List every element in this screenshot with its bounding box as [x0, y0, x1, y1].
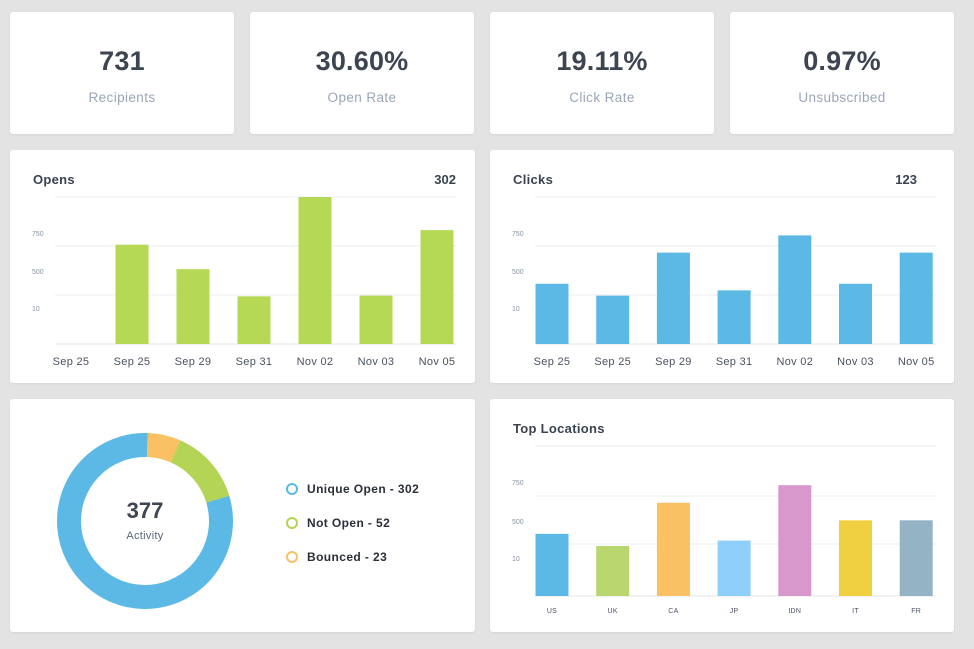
- bar: [717, 540, 751, 596]
- bar: [237, 296, 271, 344]
- bar: [656, 252, 690, 344]
- y-tick-label: 750: [32, 231, 44, 238]
- legend-label-not-open: Not Open - 52: [307, 516, 391, 530]
- bar: [899, 520, 933, 596]
- bar: [596, 546, 630, 596]
- bar: [535, 533, 569, 596]
- x-tick-label: IT: [852, 608, 859, 615]
- stat-card-recipients: 731 Recipients: [10, 12, 234, 134]
- donut-slice: [57, 433, 233, 609]
- donut-slice: [146, 433, 181, 463]
- x-tick-label: Sep 29: [655, 356, 692, 368]
- clicks-title: Clicks: [513, 172, 554, 187]
- y-tick-label: 500: [512, 519, 524, 526]
- x-tick-label: Sep 25: [114, 356, 151, 368]
- bar: [778, 235, 812, 344]
- opens-title: Opens: [33, 172, 75, 187]
- x-tick-label: Nov 02: [297, 356, 334, 368]
- activity-donut: 377 Activity: [57, 433, 233, 609]
- click-rate-value: 19.11%: [556, 46, 648, 76]
- x-tick-label: Sep 25: [594, 356, 631, 368]
- y-tick-label: 10: [512, 306, 520, 313]
- x-tick-label: JP: [730, 608, 739, 615]
- bar: [298, 197, 332, 344]
- x-tick-label: Sep 31: [716, 356, 753, 368]
- y-tick-label: 750: [512, 231, 524, 238]
- legend-item-unique-open: Unique Open - 302: [286, 481, 419, 497]
- click-rate-label: Click Rate: [569, 90, 635, 105]
- stat-card-open-rate: 30.60% Open Rate: [250, 12, 474, 134]
- opens-card: Opens 302 750 500 10 Sep 25 Sep 25 Sep 29 Sep …: [10, 150, 475, 383]
- top-locations-bar-chart: 750 500 10 US UK CA JP IDN IT FR: [512, 445, 936, 615]
- clicks-total: 123: [895, 172, 917, 187]
- bar: [535, 283, 569, 344]
- stat-card-unsubscribed: 0.97% Unsubscribed: [730, 12, 954, 134]
- x-tick-label: IDN: [788, 608, 801, 615]
- legend-label-unique-open: Unique Open - 302: [307, 482, 420, 496]
- y-tick-label: 10: [32, 306, 40, 313]
- x-tick-label: Sep 29: [175, 356, 212, 368]
- activity-donut-chart: [57, 433, 233, 609]
- stat-card-click-rate: 19.11% Click Rate: [490, 12, 714, 134]
- x-tick-label: FR: [911, 608, 921, 615]
- legend-label-bounced: Bounced - 23: [307, 550, 388, 564]
- unsubscribed-value: 0.97%: [803, 46, 881, 76]
- y-tick-label: 500: [512, 269, 524, 276]
- bar: [596, 295, 630, 344]
- recipients-value: 731: [99, 46, 145, 76]
- x-tick-label: US: [547, 608, 557, 615]
- x-tick-label: Sep 25: [534, 356, 571, 368]
- activity-card: 377 Activity Unique Open - 302 Not Open …: [10, 399, 475, 632]
- y-tick-label: 10: [512, 556, 520, 563]
- x-tick-label: Nov 05: [898, 356, 935, 368]
- activity-value: 377: [126, 498, 164, 523]
- activity-label: Activity: [126, 530, 164, 542]
- legend-item-bounced: Bounced - 23: [286, 549, 387, 565]
- x-tick-label: Nov 03: [358, 356, 395, 368]
- bar: [839, 283, 872, 344]
- recipients-label: Recipients: [88, 90, 156, 105]
- clicks-bar-chart: 750 500 10 Sep 25 Sep 25 Sep 29 Sep 31 Nov 02 No…: [512, 196, 936, 368]
- unique-open-dot-icon: [286, 483, 298, 495]
- bar: [778, 485, 812, 596]
- opens-bar-chart: 750 500 10 Sep 25 Sep 25 Sep 29 Sep 31 Nov 02 No…: [32, 196, 456, 368]
- bar: [717, 290, 751, 344]
- not-open-dot-icon: [286, 517, 298, 529]
- y-tick-label: 500: [32, 269, 44, 276]
- x-tick-label: Nov 02: [776, 356, 813, 368]
- bar: [899, 252, 933, 344]
- x-tick-label: UK: [608, 608, 618, 615]
- x-tick-label: Sep 25: [53, 356, 90, 368]
- open-rate-label: Open Rate: [327, 90, 397, 105]
- unsubscribed-label: Unsubscribed: [798, 90, 886, 105]
- bar: [115, 244, 149, 344]
- bar: [420, 230, 454, 344]
- bar: [359, 295, 393, 344]
- bar: [839, 520, 872, 596]
- top-locations-title: Top Locations: [513, 421, 605, 436]
- top-locations-card: Top Locations 750 500 10 US UK CA JP IDN IT FR: [490, 399, 954, 632]
- legend-item-not-open: Not Open - 52: [286, 515, 390, 531]
- y-tick-label: 750: [512, 480, 524, 487]
- bounced-dot-icon: [286, 551, 298, 563]
- x-tick-label: CA: [668, 608, 678, 615]
- opens-total: 302: [434, 172, 456, 187]
- clicks-card: Clicks 123 750 500 10 Sep 25 Sep 25 Sep 29 Sep…: [490, 150, 954, 383]
- x-tick-label: Sep 31: [236, 356, 273, 368]
- x-tick-label: Nov 03: [837, 356, 874, 368]
- x-tick-label: Nov 05: [419, 356, 456, 368]
- donut-slice: [170, 440, 230, 504]
- open-rate-value: 30.60%: [315, 46, 409, 76]
- bar: [176, 269, 210, 344]
- bar: [656, 502, 690, 596]
